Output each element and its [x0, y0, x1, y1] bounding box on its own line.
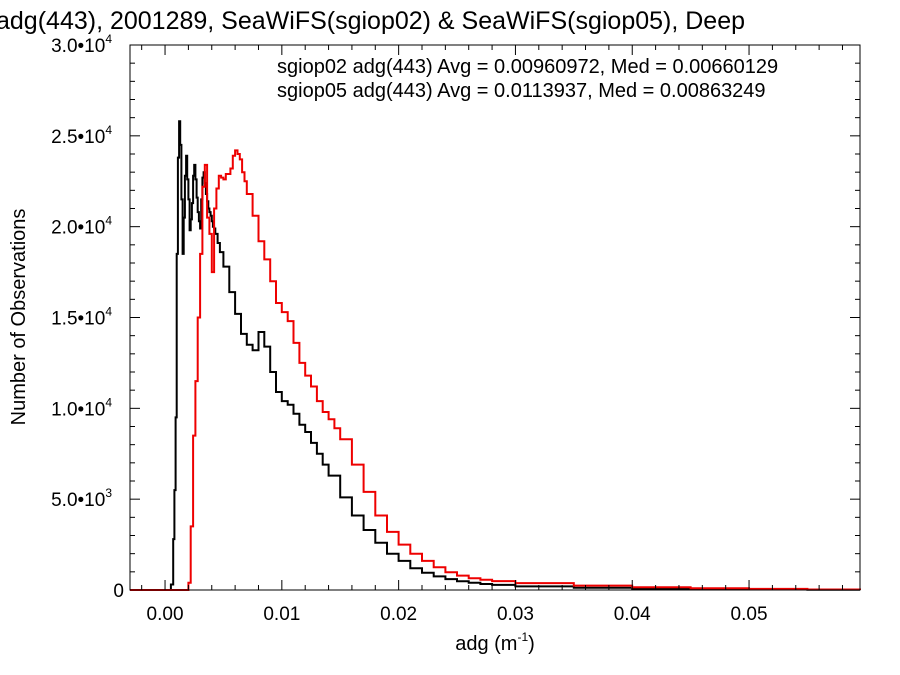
- y-axis: 0 5.0•103 1.0•104 1.5•104 2.0•104 2.5•104 3.0•…: [51, 32, 860, 602]
- chart-title: adg(443), 2001289, SeaWiFS(sgiop02) & Se…: [0, 7, 745, 35]
- x-axis-label: adg (m-1): [455, 630, 535, 655]
- series-lines: [130, 120, 861, 591]
- y-tick-label: 5.0•103: [51, 486, 112, 511]
- x-tick-label: 0.02: [380, 604, 417, 625]
- x-tick-label: 0.05: [731, 604, 768, 625]
- y-tick-label: 1.0•104: [51, 395, 112, 420]
- series-line-sgiop02: [130, 120, 861, 591]
- x-axis: 0.00 0.01 0.02 0.03 0.04 0.05: [141, 45, 843, 625]
- series-line-sgiop05: [130, 149, 861, 591]
- plot-area: [129, 44, 861, 591]
- y-tick-label: 0: [113, 581, 124, 602]
- plot-frame: [129, 44, 861, 591]
- x-tick-label: 0.00: [147, 604, 184, 625]
- y-tick-label: 1.5•104: [51, 305, 112, 330]
- y-axis-label: Number of Observations: [8, 209, 30, 426]
- x-tick-label: 0.03: [497, 604, 534, 625]
- legend-entry-sgiop05: sgiop05 adg(443) Avg = 0.0113937, Med = …: [277, 80, 766, 102]
- y-tick-label: 2.0•104: [51, 214, 112, 239]
- legend-entry-sgiop02: sgiop02 adg(443) Avg = 0.00960972, Med =…: [277, 56, 778, 78]
- x-tick-label: 0.01: [263, 604, 300, 625]
- x-tick-label: 0.04: [614, 604, 651, 625]
- y-tick-label: 2.5•104: [51, 123, 112, 148]
- y-tick-label: 3.0•104: [51, 32, 112, 57]
